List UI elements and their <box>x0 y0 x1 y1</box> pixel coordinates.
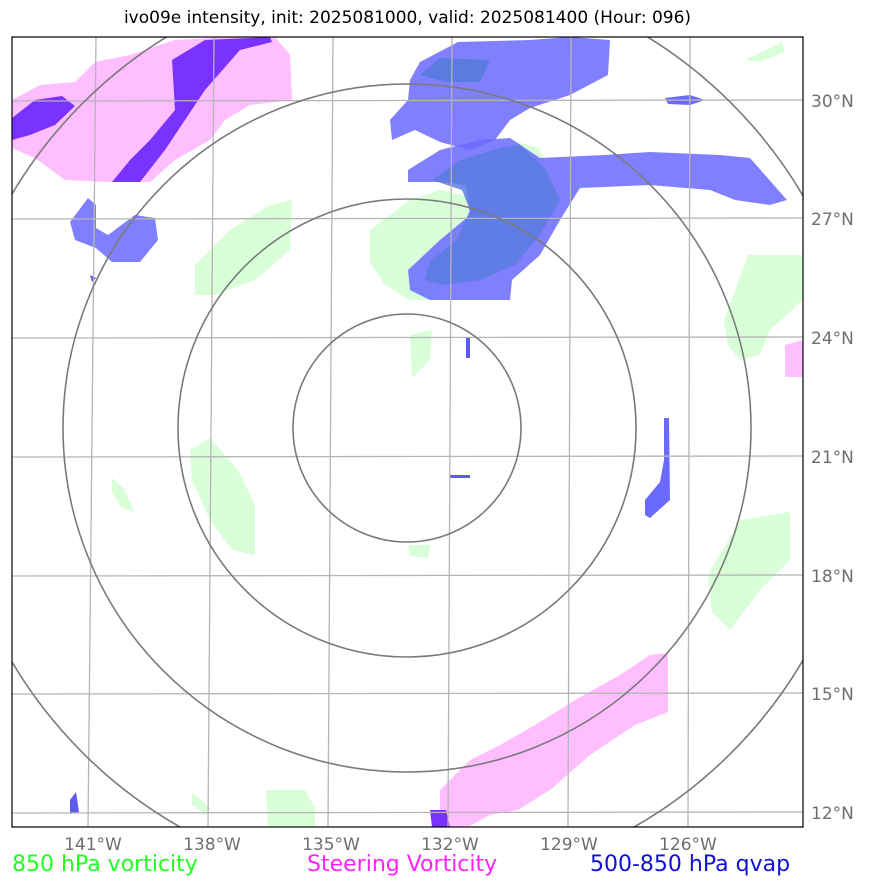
lat-label: 15°N <box>811 685 854 705</box>
lat-label: 18°N <box>811 567 854 587</box>
longitude-labels: 141°W 138°W 135°W 132°W 129°W 126°W <box>64 835 717 855</box>
lat-label: 30°N <box>811 92 854 112</box>
lon-label: 135°W <box>302 835 360 855</box>
legend-steering-vorticity: Steering Vorticity <box>307 852 498 877</box>
lat-label: 24°N <box>811 329 854 349</box>
lon-label: 138°W <box>183 835 241 855</box>
lat-label: 21°N <box>811 448 854 468</box>
steering-vorticity-contours <box>12 37 803 827</box>
legend-qvap: 500-850 hPa qvap <box>590 852 791 877</box>
lon-label: 141°W <box>64 835 122 855</box>
map-frame <box>11 36 804 828</box>
lon-label: 126°W <box>659 835 717 855</box>
lat-label: 27°N <box>811 210 854 230</box>
qvap-contours <box>70 37 787 814</box>
graticule <box>12 37 803 827</box>
legend-850-vorticity: 850 hPa vorticity <box>12 852 198 877</box>
lat-label: 12°N <box>811 804 854 824</box>
chart-title: ivo09e intensity, init: 2025081000, vali… <box>123 8 692 28</box>
latitude-labels: 30°N 27°N 24°N 21°N 18°N 15°N 12°N <box>811 92 854 824</box>
lon-label: 132°W <box>421 835 479 855</box>
lon-label: 129°W <box>540 835 598 855</box>
